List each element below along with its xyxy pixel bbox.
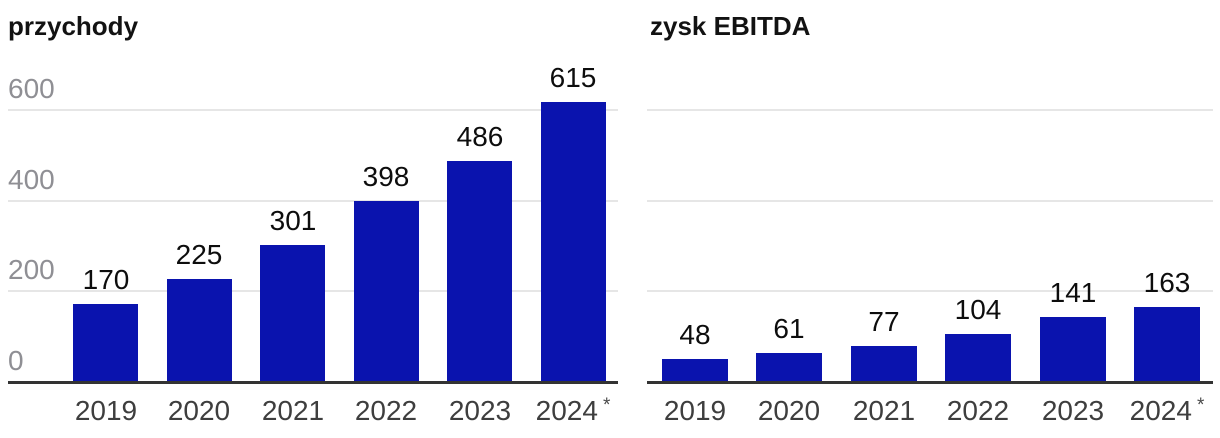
- x-axis-line: [647, 381, 1213, 384]
- x-axis-label: 2022: [908, 397, 1048, 425]
- x-axis-label: 2020: [719, 397, 859, 425]
- bar: [167, 279, 232, 381]
- x-axis-label: 2023: [410, 397, 550, 425]
- x-axis-label-text: 2023: [448, 395, 512, 426]
- bar: [1134, 307, 1200, 381]
- gridline: [8, 200, 618, 202]
- gridline: [647, 200, 1213, 202]
- x-axis-line: [8, 381, 618, 384]
- bar-value-label: 163: [1143, 267, 1191, 298]
- bar-value-label: 225: [175, 239, 223, 270]
- bar-value-label: 77: [868, 306, 900, 337]
- bar: [851, 346, 917, 381]
- bar-value-label: 170: [82, 264, 130, 295]
- x-axis-label: 2019: [625, 397, 765, 425]
- x-axis-label-text: 2024: [535, 395, 598, 426]
- x-axis-label-text: 2019: [663, 395, 727, 426]
- plot-area: 48 2019 61 2020 77 2021 104 2022 141 2023 163 2024 *: [647, 0, 1220, 438]
- gridline: [8, 109, 618, 111]
- bar: [945, 334, 1011, 381]
- x-axis-label: 2022: [316, 397, 456, 425]
- gridline: [647, 109, 1213, 111]
- x-axis-label-text: 2021: [852, 395, 916, 426]
- x-axis-label: 2021: [223, 397, 363, 425]
- bar-value-label: 486: [456, 121, 504, 152]
- chart-panel-zysk-ebitda: zysk EBITDA 48 2019 61 2020 77 2021 104 2022 141…: [647, 0, 1220, 438]
- x-axis-label-text: 2022: [946, 395, 1010, 426]
- bar: [1040, 317, 1106, 381]
- bar-value-label: 615: [549, 62, 597, 93]
- bar: [541, 102, 606, 381]
- chart-title: przychody: [8, 11, 139, 41]
- x-axis-label-text: 2022: [354, 395, 418, 426]
- x-axis-label-text: 2020: [757, 395, 821, 426]
- x-axis-label-text: 2020: [167, 395, 231, 426]
- bar: [260, 245, 325, 381]
- x-axis-label: 2024 *: [503, 395, 643, 426]
- bar-value-label: 104: [954, 294, 1002, 325]
- gridline: [647, 290, 1213, 292]
- x-axis-label: 2024 *: [1097, 395, 1220, 426]
- bar: [73, 304, 138, 381]
- y-axis-tick-label: 600: [8, 73, 55, 104]
- bar-value-label: 141: [1049, 277, 1097, 308]
- bar: [756, 353, 822, 381]
- y-axis-tick-label: 400: [8, 164, 55, 195]
- x-axis-label: 2023: [1003, 397, 1143, 425]
- bar-value-label: 48: [679, 319, 711, 350]
- bar: [447, 161, 512, 381]
- chart-panel-przychody: przychody 0 200 400 600 170 2019 225 2020 301 202…: [8, 11, 618, 425]
- bar-value-label: 398: [362, 161, 410, 192]
- plot-area: 0 200 400 600 170 2019 225 2020 301 2021 398 2022 48…: [8, 64, 618, 425]
- x-axis-label: 2020: [129, 397, 269, 425]
- x-axis-label: 2021: [814, 397, 954, 425]
- y-axis-tick-label: 200: [8, 254, 55, 285]
- x-axis-label-text: 2024: [1129, 395, 1192, 426]
- x-axis-label-text: 2021: [261, 395, 325, 426]
- bar-value-label: 301: [269, 205, 317, 236]
- x-axis-label: 2019: [36, 397, 176, 425]
- chart-title: zysk EBITDA: [650, 11, 811, 41]
- bar: [354, 201, 419, 381]
- x-axis-label-text: 2019: [74, 395, 138, 426]
- y-axis-tick-label: 0: [8, 345, 24, 376]
- bar-value-label: 61: [773, 313, 805, 344]
- bar: [662, 359, 728, 381]
- footnote-asterisk: *: [1196, 395, 1205, 416]
- footnote-asterisk: *: [602, 395, 611, 416]
- x-axis-label-text: 2023: [1041, 395, 1105, 426]
